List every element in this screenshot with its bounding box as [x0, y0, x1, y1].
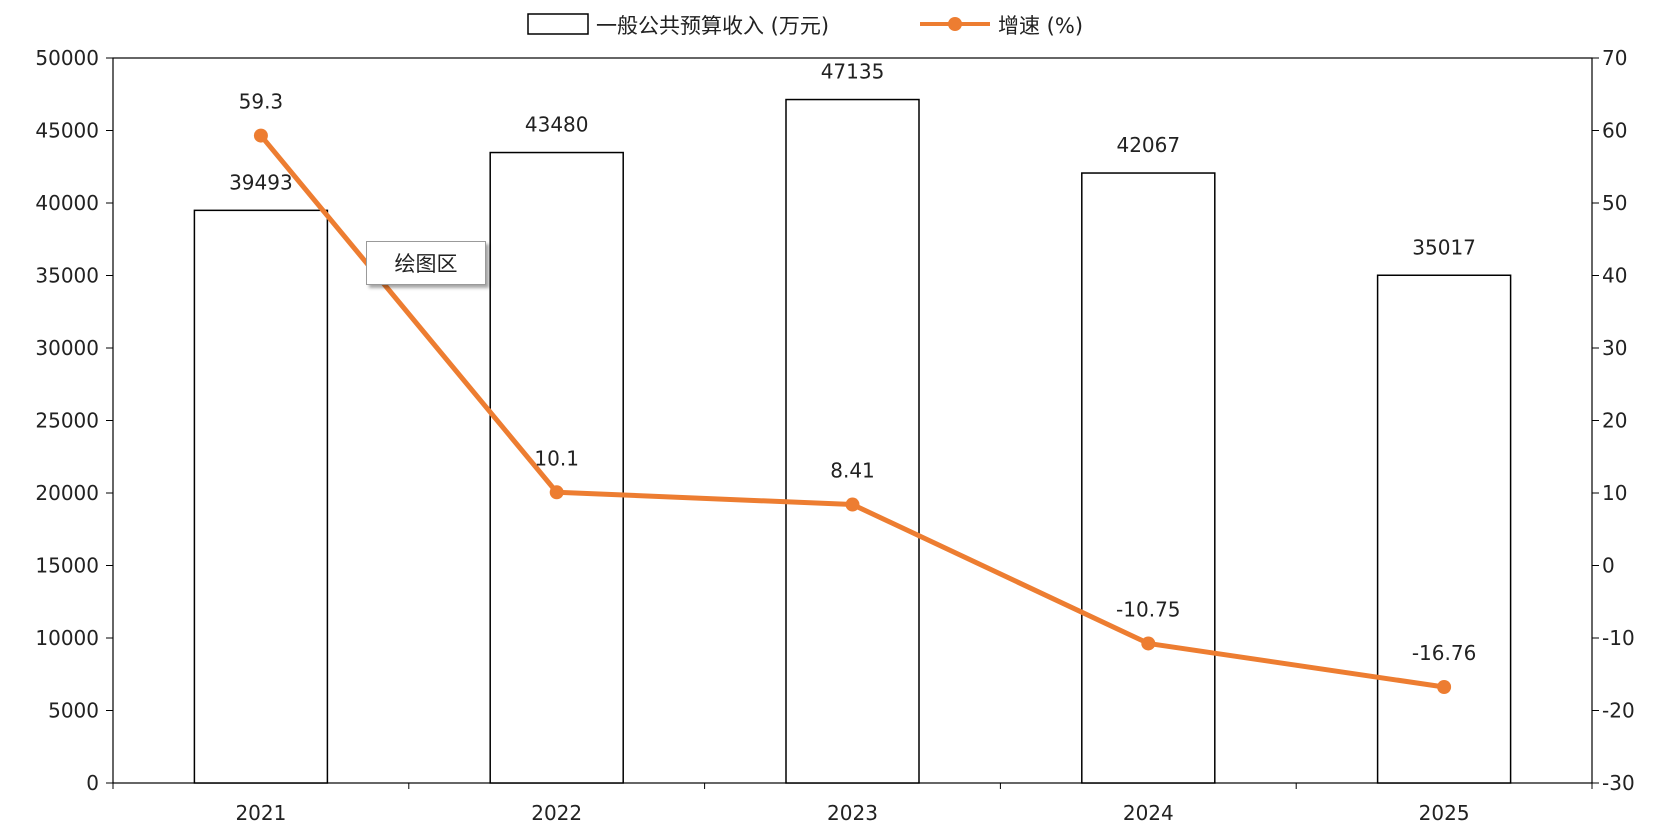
growth-data-label: 59.3: [239, 90, 284, 114]
growth-data-label: 8.41: [830, 459, 875, 483]
growth-point[interactable]: [1437, 680, 1452, 695]
line-data-labels: 59.3 10.1 8.41 -10.75 -16.76: [239, 90, 1477, 665]
left-axis-tick-label: 0: [86, 771, 99, 795]
left-axis-ticks: 0 5000 10000 15000 20000 25000 30000 35000 40000…: [35, 46, 113, 795]
right-axis-tick-label: -20: [1602, 699, 1635, 723]
right-axis-ticks: -30 -20 -10 0 10 20 30 40 50 60 70: [1592, 46, 1635, 795]
legend-bar-swatch: [527, 13, 589, 35]
bar[interactable]: [1376, 274, 1512, 784]
growth-data-label: -16.76: [1412, 641, 1476, 665]
bar-data-label: 43480: [525, 113, 589, 137]
left-axis-tick-label: 15000: [35, 554, 99, 578]
x-axis-tick-label: 2022: [531, 801, 582, 825]
x-axis-tick-label: 2025: [1419, 801, 1470, 825]
left-axis-tick-label: 25000: [35, 409, 99, 433]
bar[interactable]: [489, 151, 624, 784]
bar-series: [193, 98, 1512, 784]
right-axis-tick-label: -30: [1602, 771, 1635, 795]
right-axis-tick-label: 30: [1602, 336, 1627, 360]
growth-point[interactable]: [253, 128, 268, 143]
right-axis-tick-label: 70: [1602, 46, 1627, 70]
growth-point[interactable]: [1141, 636, 1156, 651]
bar[interactable]: [785, 98, 920, 784]
bar[interactable]: [1081, 172, 1216, 784]
legend-line-marker: [948, 17, 962, 31]
bar-data-label: 35017: [1412, 235, 1476, 259]
legend: 一般公共预算收入 (万元) 增速 (%): [527, 13, 1083, 38]
left-axis-tick-label: 45000: [35, 119, 99, 143]
bar-data-label: 47135: [821, 60, 885, 84]
left-axis-tick-label: 30000: [35, 336, 99, 360]
x-axis-tick-label: 2023: [827, 801, 878, 825]
bar-data-label: 42067: [1116, 133, 1180, 157]
right-axis-tick-label: 20: [1602, 409, 1627, 433]
growth-point[interactable]: [845, 497, 860, 512]
right-axis-tick-label: -10: [1602, 626, 1635, 650]
x-axis-tick-label: 2021: [235, 801, 286, 825]
left-axis-tick-label: 40000: [35, 191, 99, 215]
growth-data-label: 10.1: [534, 446, 579, 470]
right-axis-tick-label: 60: [1602, 119, 1627, 143]
legend-bar-label: 一般公共预算收入 (万元): [596, 14, 829, 38]
bar-data-label: 39493: [229, 170, 293, 194]
bar[interactable]: [193, 209, 329, 784]
left-axis-tick-label: 5000: [48, 699, 99, 723]
right-axis-tick-label: 0: [1602, 554, 1615, 578]
bar-data-labels: 39493 43480 47135 42067 35017: [229, 60, 1476, 260]
growth-point[interactable]: [549, 485, 564, 500]
left-axis-tick-label: 50000: [35, 46, 99, 70]
plot-area-tooltip: 绘图区: [366, 241, 486, 285]
growth-data-label: -10.75: [1116, 597, 1180, 621]
line-series: [253, 128, 1452, 695]
legend-line-label: 增速 (%): [998, 14, 1083, 38]
right-axis-tick-label: 40: [1602, 264, 1627, 288]
x-axis-tick-label: 2024: [1123, 801, 1174, 825]
right-axis-tick-label: 10: [1602, 481, 1627, 505]
left-axis-tick-label: 35000: [35, 264, 99, 288]
right-axis-tick-label: 50: [1602, 191, 1627, 215]
left-axis-tick-label: 10000: [35, 626, 99, 650]
x-axis-ticks: 2021 2022 2023 2024 2025: [112, 783, 1593, 825]
left-axis-tick-label: 20000: [35, 481, 99, 505]
